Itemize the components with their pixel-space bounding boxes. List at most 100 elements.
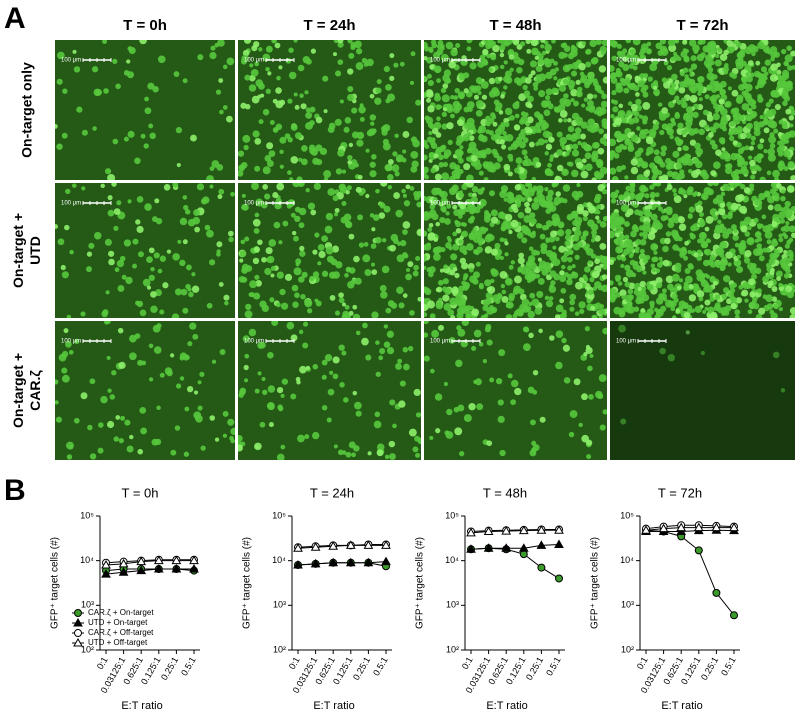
cell [781, 189, 786, 194]
cell [129, 434, 134, 440]
cell [565, 133, 573, 141]
cell [514, 387, 522, 396]
cell [480, 135, 488, 143]
cell [398, 400, 406, 408]
cell [545, 194, 553, 202]
cell [243, 378, 249, 383]
cell [402, 149, 407, 154]
cell [687, 186, 694, 193]
cell [637, 286, 642, 291]
cell [602, 409, 607, 415]
cell [81, 186, 86, 191]
cell [266, 142, 274, 150]
series-line [645, 529, 735, 616]
cell [126, 445, 134, 453]
cell [790, 50, 795, 57]
cell [174, 288, 182, 296]
cell [766, 303, 774, 310]
cell [657, 282, 663, 287]
cell [515, 194, 523, 203]
cell [580, 74, 588, 82]
cell [209, 166, 215, 171]
cell [625, 185, 631, 191]
cell [206, 175, 214, 180]
cell [396, 254, 405, 263]
cell [787, 160, 795, 169]
cell [709, 296, 715, 302]
micrograph: 100 μm [424, 183, 607, 318]
cell [528, 141, 535, 148]
cell [578, 422, 583, 428]
cell [571, 112, 580, 121]
cell [446, 104, 452, 111]
cell [427, 232, 436, 240]
cell [732, 140, 738, 146]
cell [721, 293, 728, 300]
cell [391, 164, 400, 172]
cell [268, 239, 277, 247]
cell [675, 308, 680, 314]
cell [305, 188, 310, 193]
cell [222, 105, 228, 110]
chart-title: T = 0h [122, 485, 159, 500]
cell [643, 73, 649, 79]
cell [409, 186, 415, 191]
cell [495, 378, 503, 385]
data-point [466, 527, 476, 537]
cell [239, 258, 244, 263]
cell [583, 351, 588, 357]
data-point [363, 540, 374, 549]
cell [258, 119, 264, 125]
cell [504, 241, 509, 246]
cell [486, 161, 494, 170]
cell [461, 183, 468, 191]
cell [385, 307, 392, 314]
cell [71, 183, 77, 188]
cell [771, 239, 779, 247]
cell [736, 94, 744, 102]
cell [467, 217, 475, 224]
cell [254, 138, 262, 145]
cell [365, 193, 370, 199]
cell [688, 294, 697, 302]
cell [621, 256, 627, 262]
cell [762, 44, 770, 53]
cell [679, 169, 685, 175]
cell [571, 271, 576, 277]
cell [180, 288, 188, 296]
cell [323, 170, 332, 178]
cell [721, 150, 729, 158]
data-point [483, 526, 494, 535]
cell [509, 115, 515, 121]
cell [610, 280, 614, 286]
cell [555, 361, 563, 370]
data-point [153, 564, 164, 573]
cell [276, 302, 281, 308]
cell [466, 132, 472, 137]
cell [574, 254, 580, 260]
cell [264, 193, 271, 200]
cell [549, 251, 557, 260]
cell [451, 286, 459, 295]
cell [287, 98, 293, 104]
cell [268, 421, 274, 428]
cell [321, 359, 328, 366]
cell [697, 238, 702, 244]
cell [355, 48, 363, 55]
cell [670, 118, 675, 123]
cell [548, 136, 555, 143]
cell [522, 159, 529, 167]
cell [226, 57, 235, 66]
cell [325, 212, 334, 221]
cell [595, 40, 602, 46]
cell [199, 371, 205, 377]
cell [621, 295, 626, 300]
cell [753, 217, 759, 224]
cell [681, 158, 689, 166]
cell [466, 174, 474, 180]
cell [593, 196, 601, 204]
cell [380, 291, 388, 299]
cell [703, 124, 710, 130]
cell [463, 273, 469, 279]
cell [620, 78, 628, 87]
